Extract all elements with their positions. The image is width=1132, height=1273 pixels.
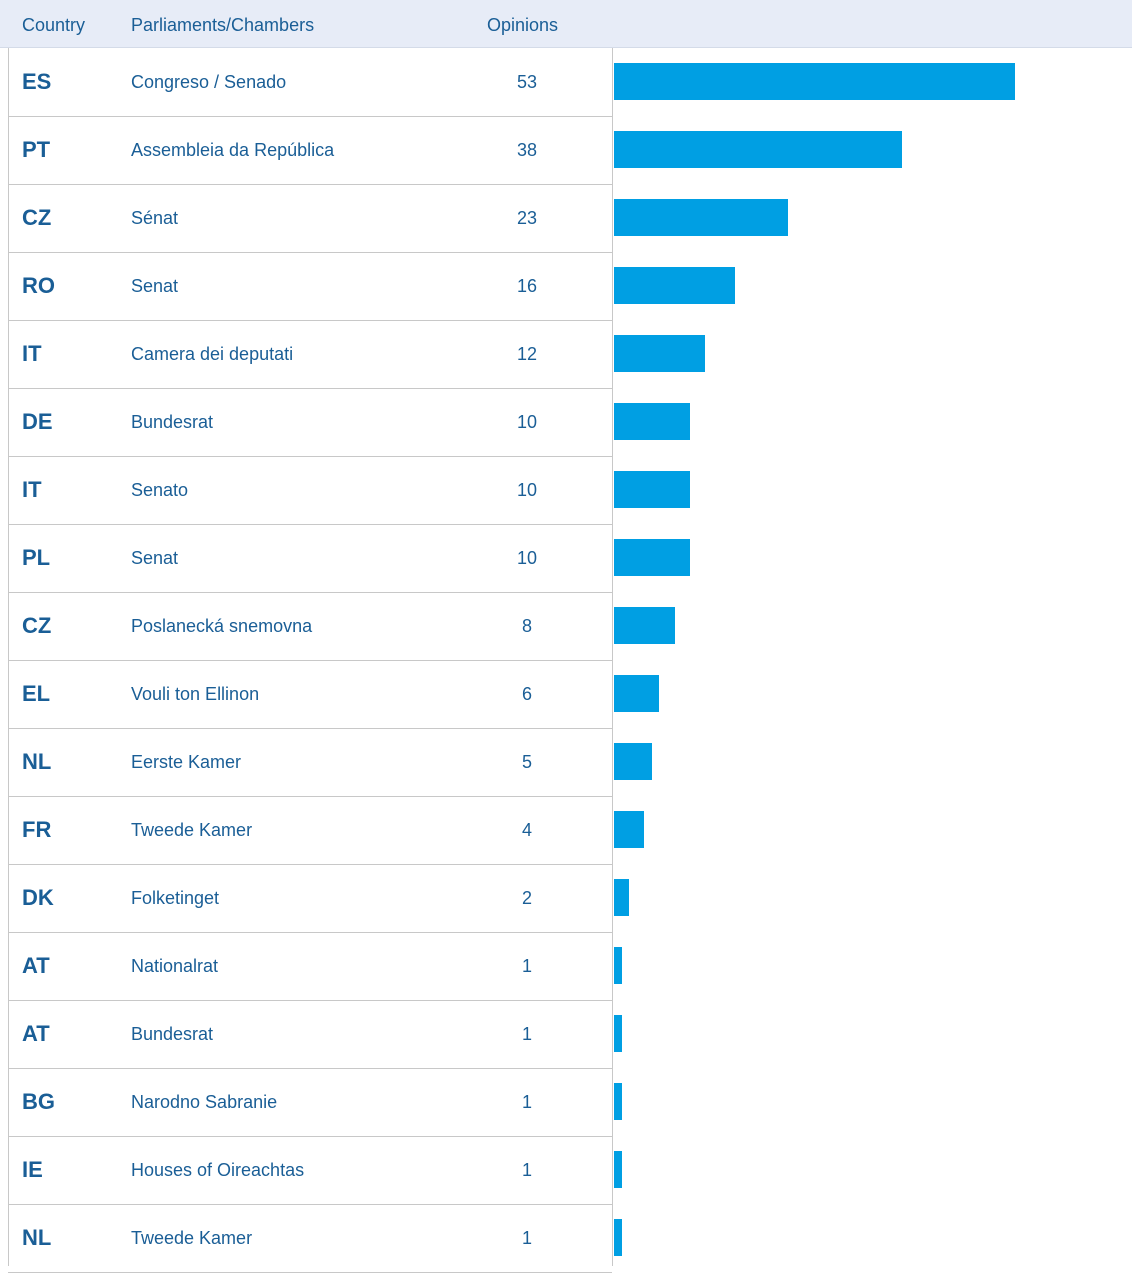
table-header: Country Parliaments/Chambers Opinions xyxy=(0,0,1132,48)
opinion-count: 23 xyxy=(516,208,538,228)
country-code: DK xyxy=(22,885,54,910)
bar xyxy=(614,743,652,780)
country-code: NL xyxy=(22,749,52,774)
opinion-count: 6 xyxy=(521,684,532,704)
table-row: FR Tweede Kamer 4 xyxy=(8,796,612,865)
opinion-count: 12 xyxy=(516,344,538,364)
bar xyxy=(614,1219,622,1256)
chamber-name: Tweede Kamer xyxy=(131,820,253,840)
country-code: AT xyxy=(22,953,50,978)
chamber-name: Tweede Kamer xyxy=(131,1228,253,1248)
country-code: DE xyxy=(22,409,53,434)
chamber-name: Houses of Oireachtas xyxy=(131,1160,305,1180)
country-code: BG xyxy=(22,1089,55,1114)
opinion-count: 16 xyxy=(516,276,538,296)
table-row: PL Senat 10 xyxy=(8,524,612,593)
chamber-name: Nationalrat xyxy=(131,956,219,976)
table-row: ES Congreso / Senado 53 xyxy=(8,48,612,117)
country-code: NL xyxy=(22,1225,52,1250)
country-code: ES xyxy=(22,69,52,94)
table-row: IE Houses of Oireachtas 1 xyxy=(8,1136,612,1205)
bar xyxy=(614,539,690,576)
chamber-name: Folketinget xyxy=(131,888,220,908)
bar xyxy=(614,199,789,236)
country-code: IT xyxy=(22,477,42,502)
chamber-name: Sénat xyxy=(131,208,179,228)
bar xyxy=(614,607,675,644)
bar xyxy=(614,267,736,304)
opinion-count: 1 xyxy=(521,956,532,976)
column-header: Opinions xyxy=(487,15,559,35)
opinion-count: 53 xyxy=(516,72,538,92)
chamber-name: Vouli ton Ellinon xyxy=(131,684,260,704)
bar xyxy=(614,335,705,372)
table-row: IT Senato 10 xyxy=(8,456,612,525)
bar xyxy=(614,675,660,712)
chamber-name: Senat xyxy=(131,276,179,296)
opinion-count: 38 xyxy=(516,140,538,160)
table-row: RO Senat 16 xyxy=(8,252,612,321)
bar xyxy=(614,879,630,916)
opinion-count: 10 xyxy=(516,548,538,568)
chamber-name: Poslanecká snemovna xyxy=(131,616,313,636)
country-code: IT xyxy=(22,341,42,366)
bar xyxy=(614,471,690,508)
table-row: NL Eerste Kamer 5 xyxy=(8,728,612,797)
opinion-count: 4 xyxy=(521,820,532,840)
opinion-count: 10 xyxy=(516,480,538,500)
chamber-name: Narodno Sabranie xyxy=(131,1092,278,1112)
table-border xyxy=(612,48,613,1266)
table-row: EL Vouli ton Ellinon 6 xyxy=(8,660,612,729)
chamber-name: Senato xyxy=(131,480,189,500)
table-row: DK Folketinget 2 xyxy=(8,864,612,933)
chamber-name: Eerste Kamer xyxy=(131,752,242,772)
table-row: CZ Sénat 23 xyxy=(8,184,612,253)
opinion-count: 1 xyxy=(521,1024,532,1044)
bar xyxy=(614,947,622,984)
column-header: Parliaments/Chambers xyxy=(131,15,315,35)
table-row: BG Narodno Sabranie 1 xyxy=(8,1068,612,1137)
bar xyxy=(614,1083,622,1120)
chamber-name: Camera dei deputati xyxy=(131,344,294,364)
bar xyxy=(614,811,645,848)
opinion-count: 5 xyxy=(521,752,532,772)
country-code: IE xyxy=(22,1157,43,1182)
opinion-count: 10 xyxy=(516,412,538,432)
table-border xyxy=(8,48,9,1266)
chamber-name: Assembleia da República xyxy=(131,140,335,160)
chamber-name: Bundesrat xyxy=(131,1024,214,1044)
country-code: PT xyxy=(22,137,51,162)
chamber-name: Congreso / Senado xyxy=(131,72,287,92)
bar xyxy=(614,403,690,440)
table-row: AT Nationalrat 1 xyxy=(8,932,612,1001)
chamber-name: Bundesrat xyxy=(131,412,214,432)
bar xyxy=(614,1151,622,1188)
country-code: AT xyxy=(22,1021,50,1046)
bar xyxy=(614,1015,622,1052)
table-row: IT Camera dei deputati 12 xyxy=(8,320,612,389)
opinion-count: 1 xyxy=(521,1092,532,1112)
country-code: RO xyxy=(22,273,55,298)
country-code: FR xyxy=(22,817,52,842)
bar xyxy=(614,131,902,168)
country-code: CZ xyxy=(22,205,52,230)
chamber-name: Senat xyxy=(131,548,179,568)
opinion-count: 2 xyxy=(521,888,532,908)
table-row: DE Bundesrat 10 xyxy=(8,388,612,457)
column-header: Country xyxy=(22,15,86,35)
table-row: NL Tweede Kamer 1 xyxy=(8,1204,612,1273)
country-code: CZ xyxy=(22,613,52,638)
country-code: PL xyxy=(22,545,51,570)
table-row: AT Bundesrat 1 xyxy=(8,1000,612,1069)
country-code: EL xyxy=(22,681,51,706)
opinion-count: 8 xyxy=(521,616,532,636)
table-row: CZ Poslanecká snemovna 8 xyxy=(8,592,612,661)
table-row: PT Assembleia da República 38 xyxy=(8,116,612,185)
opinion-count: 1 xyxy=(521,1228,532,1248)
bar xyxy=(614,63,1015,100)
opinion-count: 1 xyxy=(521,1160,532,1180)
